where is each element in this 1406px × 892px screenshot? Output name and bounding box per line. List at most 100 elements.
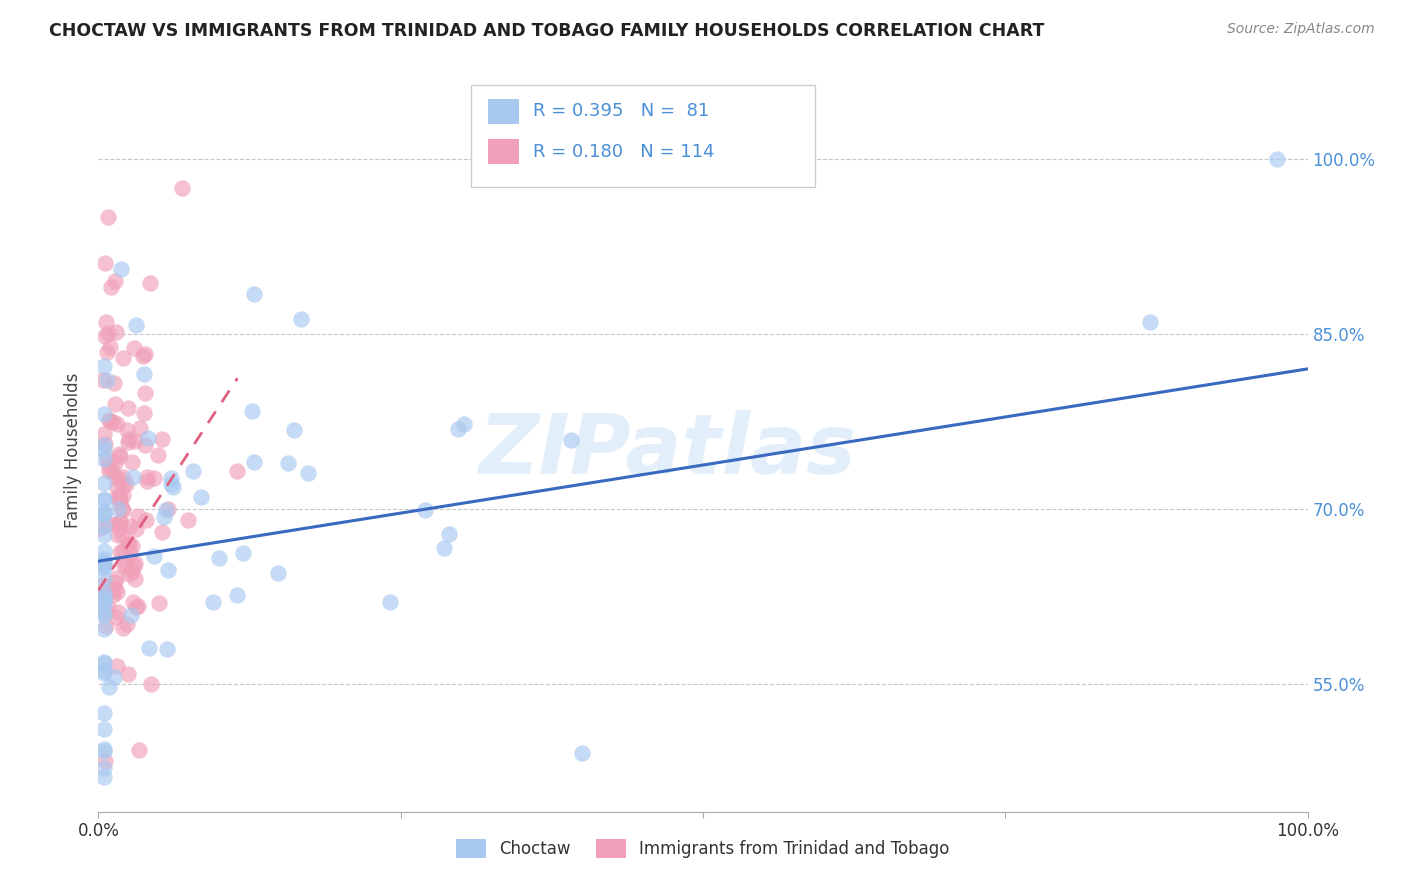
Point [110,515,132,529]
Point [162,480,184,494]
Point [121,454,143,468]
Point [107,501,129,516]
Text: ZIPatlas: ZIPatlas [478,410,856,491]
Point [93,560,115,574]
Point [134,347,156,361]
Point [117,433,139,447]
Point [433,541,456,556]
Point [93,556,115,570]
Point [201,595,224,609]
Point [104,574,127,589]
Point [104,582,127,596]
Point [571,747,593,761]
Point [93,590,115,604]
Point [297,466,319,480]
Point [111,487,134,501]
Point [267,566,290,580]
Point [150,432,173,446]
Point [93,427,115,442]
Point [105,659,128,673]
Point [111,470,134,484]
Point [90,591,112,605]
Point [108,447,131,461]
Point [98,340,121,354]
Point [117,423,139,437]
Point [112,559,135,574]
Point [111,502,134,516]
Point [160,471,183,485]
Point [120,607,142,622]
Point [103,415,125,429]
Point [243,455,266,469]
Point [208,550,231,565]
Point [108,449,131,463]
Point [93,452,115,467]
Point [122,470,145,484]
Point [108,493,131,508]
Point [118,537,141,551]
Point [132,406,155,420]
Point [98,681,121,695]
Point [93,744,115,758]
Point [124,573,146,587]
Point [134,386,156,401]
Point [108,515,131,529]
Point [1267,152,1289,166]
Point [93,591,115,606]
Point [93,559,115,574]
Point [103,376,125,390]
Point [93,492,115,507]
Point [97,516,120,531]
Point [232,546,254,560]
Point [93,722,115,736]
Point [413,502,436,516]
Point [96,452,118,467]
Point [378,595,401,609]
Point [153,510,176,524]
Point [111,543,134,558]
Point [170,181,193,195]
Point [93,761,115,775]
Point [93,552,115,566]
Point [101,464,124,478]
Point [240,404,263,418]
Point [122,342,145,356]
Point [93,572,115,586]
Point [103,670,125,684]
Point [108,545,131,559]
Point [127,508,149,523]
Point [104,325,127,339]
Point [111,351,134,365]
Point [93,666,115,681]
Point [93,664,115,678]
Point [128,742,150,756]
Point [93,543,115,558]
Point [136,431,159,445]
Point [107,605,129,619]
Point [114,558,136,572]
Point [93,607,115,621]
Point [127,599,149,614]
Point [93,594,115,608]
Point [277,456,299,470]
Point [453,417,475,431]
Point [104,470,127,484]
Point [122,558,145,573]
Point [105,480,128,494]
Point [94,437,117,451]
Point [190,490,212,504]
Text: R = 0.395   N =  81: R = 0.395 N = 81 [533,103,709,120]
Point [104,456,127,470]
Point [290,311,312,326]
Point [181,464,204,478]
Point [1139,315,1161,329]
Point [117,666,139,681]
Point [93,438,115,452]
Point [107,528,129,542]
Point [176,514,198,528]
Point [134,438,156,452]
Point [447,422,470,436]
Point [98,414,121,428]
Point [104,609,127,624]
Point [150,525,173,540]
